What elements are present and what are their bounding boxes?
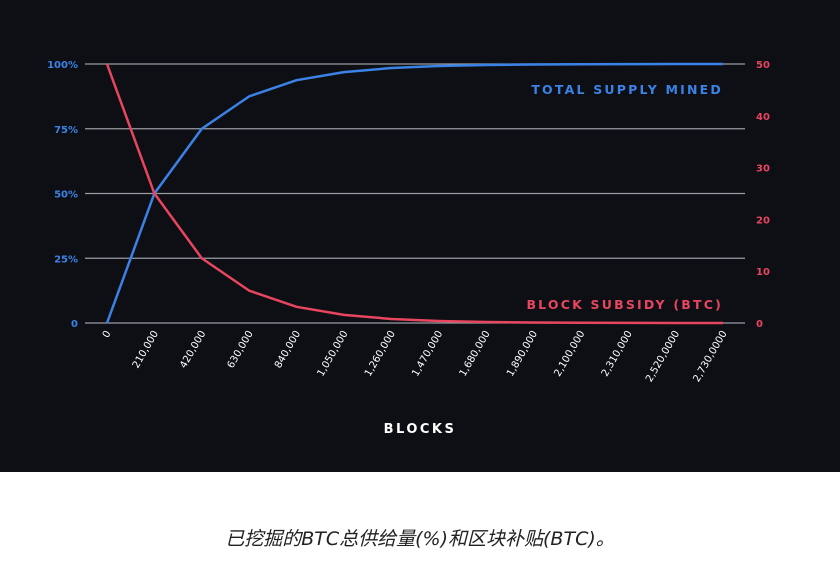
right-tick-label: 50 [756,60,770,71]
legend: TOTAL SUPPLY MINED BLOCK SUBSIDY (BTC) [526,82,723,312]
left-axis-ticks: 0 25% 50% 75% 100% [47,60,78,330]
left-tick-label: 25% [54,254,78,265]
series-lines [105,62,724,325]
x-tick-label: 210,000 [131,329,161,370]
left-tick-label: 100% [47,60,78,71]
gridlines [85,63,745,324]
legend-total-supply: TOTAL SUPPLY MINED [531,82,723,97]
x-tick-label: 2,100,000 [552,329,587,379]
x-tick-label: 1,680,000 [458,329,493,379]
figure-caption: 已挖掘的BTC总供给量(%)和区块补贴(BTC)。 [225,528,615,550]
supply-line [105,62,724,324]
left-tick-label: 0 [71,319,78,330]
left-tick-label: 50% [54,190,78,201]
left-tick-label: 75% [54,125,78,136]
x-tick-label: 1,050,000 [316,329,351,379]
right-tick-label: 20 [756,215,770,226]
x-tick-label: 2,730,0000 [691,329,729,384]
right-tick-label: 40 [756,112,770,123]
x-axis-ticks: 0 210,000 420,000 630,000 840,000 1,050,000 1,… [101,329,730,384]
x-axis-label: BLOCKS [384,422,457,437]
x-tick-label: 2,520,0000 [644,329,682,384]
x-tick-label: 840,000 [273,329,303,370]
x-tick-label: 420,000 [178,329,208,370]
chart-panel: 0 25% 50% 75% 100% 0 10 20 30 40 50 0 210,000 420,0… [0,0,840,472]
supply-subsidy-chart: 0 25% 50% 75% 100% 0 10 20 30 40 50 0 210,000 420,0… [47,60,770,437]
right-tick-label: 10 [756,267,770,278]
legend-block-subsidy: BLOCK SUBSIDY (BTC) [526,297,723,312]
x-tick-label: 2,310,000 [600,329,635,379]
x-tick-label: 1,260,000 [363,329,398,379]
subsidy-line [105,63,724,325]
right-tick-label: 0 [756,319,763,330]
x-tick-label: 630,000 [226,329,256,370]
right-tick-label: 30 [756,164,770,175]
right-axis-ticks: 0 10 20 30 40 50 [756,60,770,330]
x-tick-label: 0 [101,329,114,340]
x-tick-label: 1,470,000 [410,329,445,379]
x-tick-label: 1,890,000 [505,329,540,379]
